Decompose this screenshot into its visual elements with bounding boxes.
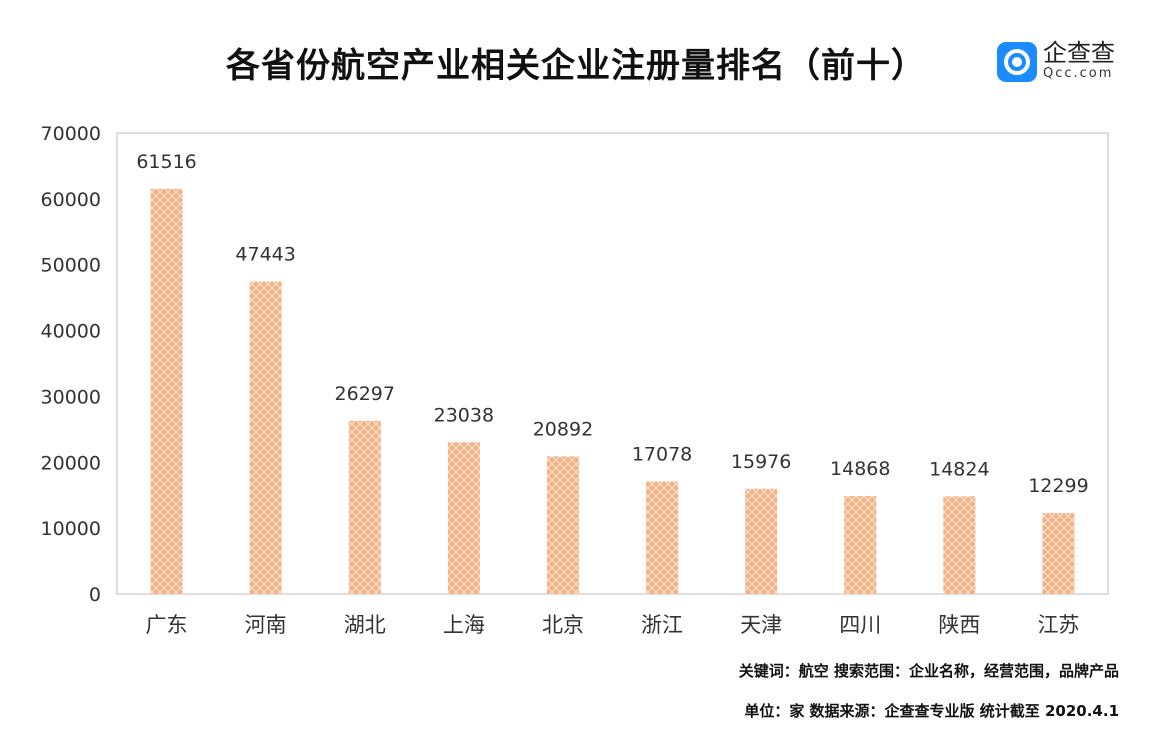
bar bbox=[646, 481, 679, 594]
logo-name: 企查查 bbox=[1043, 39, 1115, 67]
x-tick-label: 广东 bbox=[146, 613, 188, 637]
x-tick-label: 湖北 bbox=[344, 613, 386, 637]
x-tick-label: 北京 bbox=[542, 613, 584, 637]
x-tick-label: 天津 bbox=[740, 613, 782, 637]
y-tick-label: 50000 bbox=[41, 255, 101, 277]
x-tick-label: 江苏 bbox=[1037, 613, 1079, 637]
bar bbox=[348, 420, 381, 594]
data-label: 14868 bbox=[830, 458, 890, 480]
y-tick-label: 0 bbox=[89, 584, 101, 606]
data-label: 61516 bbox=[136, 151, 196, 173]
data-label: 17078 bbox=[632, 444, 692, 466]
data-label: 12299 bbox=[1028, 475, 1088, 497]
bar bbox=[844, 496, 877, 594]
footnote-source: 单位：家 数据来源：企查查专业版 统计截至 2020.4.1 bbox=[744, 702, 1119, 720]
bar bbox=[943, 496, 976, 594]
bar bbox=[150, 188, 183, 594]
x-tick-label: 河南 bbox=[245, 613, 287, 637]
data-label: 47443 bbox=[235, 244, 295, 266]
bar bbox=[745, 488, 778, 594]
footnote-keywords: 关键词：航空 搜索范围：企业名称，经营范围，品牌产品 bbox=[738, 662, 1119, 680]
logo-url: Qcc.com bbox=[1043, 66, 1114, 81]
data-label: 26297 bbox=[335, 383, 395, 405]
bar bbox=[447, 442, 480, 594]
plot-area-border bbox=[116, 132, 1109, 595]
data-label: 23038 bbox=[434, 404, 494, 426]
x-tick-label: 四川 bbox=[839, 613, 881, 637]
y-tick-label: 70000 bbox=[41, 123, 101, 145]
bar bbox=[546, 456, 579, 594]
bar bbox=[1042, 513, 1075, 594]
bar bbox=[249, 281, 282, 594]
data-label: 15976 bbox=[731, 451, 791, 473]
x-tick-label: 浙江 bbox=[641, 613, 683, 637]
x-tick-label: 上海 bbox=[443, 613, 485, 637]
chart-title: 各省份航空产业相关企业注册量排名（前十） bbox=[226, 46, 926, 86]
y-tick-label: 60000 bbox=[41, 189, 101, 211]
y-tick-label: 40000 bbox=[41, 321, 101, 343]
data-label: 20892 bbox=[533, 418, 593, 440]
x-tick-label: 陕西 bbox=[938, 613, 980, 637]
data-label: 14824 bbox=[929, 458, 989, 480]
y-tick-label: 20000 bbox=[41, 452, 101, 474]
y-tick-label: 10000 bbox=[41, 518, 101, 540]
qcc-logo-icon bbox=[997, 42, 1037, 82]
y-tick-label: 30000 bbox=[41, 386, 101, 408]
qcc-logo: 企查查 Qcc.com bbox=[997, 40, 1127, 84]
